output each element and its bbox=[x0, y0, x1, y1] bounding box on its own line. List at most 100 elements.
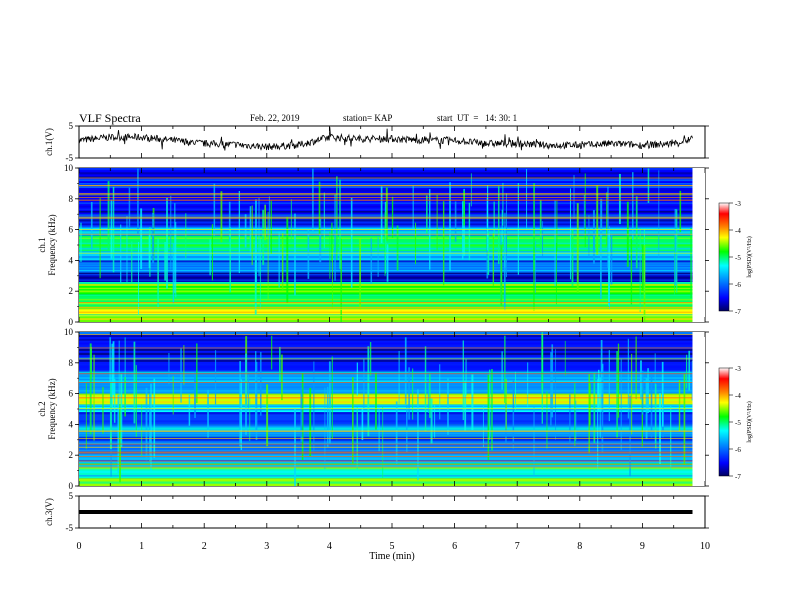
spectrogram-carrier bbox=[79, 446, 693, 448]
spectrogram-spike bbox=[454, 201, 457, 242]
spectrogram-spike bbox=[138, 241, 139, 315]
spectrogram-spike bbox=[655, 383, 657, 449]
colorbar-tick-label: -7 bbox=[735, 473, 741, 481]
spectrogram-line bbox=[79, 393, 693, 396]
spectrogram-spike bbox=[569, 394, 571, 444]
spectrogram-spike bbox=[554, 200, 556, 287]
spectrogram-carrier bbox=[79, 193, 693, 194]
spectrogram-spike bbox=[533, 406, 535, 477]
spectrogram-spike bbox=[468, 202, 471, 261]
spectrogram-spike bbox=[430, 398, 433, 444]
spectrogram-spike bbox=[323, 192, 325, 249]
y-axis-label: ch.1Frequency (kHz) bbox=[37, 214, 57, 275]
colorbar-tick-label: -4 bbox=[735, 392, 741, 400]
spectrogram-line bbox=[79, 377, 693, 379]
spectrogram-spike bbox=[137, 168, 139, 235]
spectrogram-spike bbox=[501, 209, 503, 243]
spectrogram-spike bbox=[641, 370, 644, 415]
spectrogram-spike bbox=[533, 183, 535, 272]
spectrogram-line bbox=[79, 346, 693, 348]
spectrogram-spike bbox=[339, 179, 341, 269]
spectrogram-carrier bbox=[79, 229, 693, 230]
spectrogram-spike bbox=[249, 397, 251, 442]
spectrogram-spike bbox=[517, 183, 519, 275]
spectrogram-spike bbox=[404, 337, 407, 405]
spectrogram-spike bbox=[606, 192, 608, 246]
spectrogram-spike bbox=[131, 241, 133, 284]
y-tick-label: 2 bbox=[69, 450, 74, 460]
spectrogram-line bbox=[79, 383, 693, 386]
spectrogram-spike bbox=[555, 349, 556, 440]
y-tick-label: 8 bbox=[69, 194, 74, 204]
spectrogram-line bbox=[79, 318, 693, 321]
spectrogram-spike bbox=[550, 352, 552, 426]
spectrogram-spike bbox=[597, 369, 600, 412]
spectrogram-spike bbox=[214, 350, 217, 405]
spectrogram-carrier bbox=[79, 302, 693, 303]
spectrogram-spike bbox=[542, 221, 544, 258]
spectrogram-spike bbox=[239, 361, 242, 447]
spectrogram-line bbox=[79, 294, 693, 297]
colorbar-tick-label: -3 bbox=[735, 365, 741, 373]
spectrogram-spike bbox=[270, 200, 272, 254]
spectrogram-spike bbox=[588, 215, 590, 258]
spectrogram-line bbox=[79, 298, 693, 301]
spectrogram-spike bbox=[635, 336, 637, 400]
spectrogram-spike bbox=[361, 408, 364, 441]
spectrogram-spike bbox=[326, 386, 329, 447]
spectrogram-line bbox=[79, 481, 693, 484]
spectrogram-spike bbox=[505, 193, 508, 278]
spectrogram-spike bbox=[175, 222, 177, 298]
spectrogram-spike bbox=[505, 378, 507, 430]
spectrogram-spike bbox=[334, 194, 336, 281]
spectrogram-line bbox=[79, 315, 693, 317]
y-tick-label: 5 bbox=[69, 491, 74, 501]
spectrogram-carrier bbox=[79, 177, 693, 179]
y-axis-label: ch.1(V) bbox=[44, 128, 54, 156]
spectrogram-line bbox=[79, 352, 693, 356]
spectrogram-spike bbox=[396, 225, 399, 271]
spectrogram-spike bbox=[207, 389, 209, 438]
spectrogram-band bbox=[79, 404, 693, 413]
spectrogram-line bbox=[79, 436, 693, 438]
spectrogram-spike bbox=[564, 340, 566, 376]
colorbar-tick-label: -5 bbox=[735, 254, 741, 262]
spectrogram-spike bbox=[340, 238, 342, 322]
x-tick-label: 2 bbox=[202, 541, 207, 552]
spectrogram-spike bbox=[583, 194, 585, 235]
spectrogram-spike bbox=[148, 235, 151, 269]
spectrogram-spike bbox=[359, 239, 361, 310]
x-tick-label: 10 bbox=[700, 541, 710, 552]
spectrogram-line bbox=[79, 332, 693, 335]
spectrogram-line bbox=[79, 168, 693, 171]
spectrogram-spike bbox=[497, 186, 500, 265]
spectrogram-spike bbox=[470, 173, 472, 207]
spectrogram-spike bbox=[599, 377, 601, 438]
spectrogram-spike bbox=[124, 337, 126, 414]
spectrogram-spike bbox=[600, 340, 603, 412]
spectrogram-no-data bbox=[692, 332, 705, 486]
spectrogram-spike bbox=[313, 361, 315, 452]
spectrogram-spike bbox=[617, 343, 620, 418]
y-tick-label: 6 bbox=[69, 225, 74, 235]
spectrogram-spike bbox=[487, 374, 490, 461]
spectrogram-spike bbox=[427, 381, 429, 413]
spectrogram-spike bbox=[286, 216, 289, 303]
spectrogram-spike bbox=[616, 351, 618, 438]
spectrogram-line bbox=[79, 374, 693, 376]
spectrogram-spike bbox=[180, 348, 182, 403]
ch1-spectrogram bbox=[79, 168, 705, 322]
spectrogram-line bbox=[79, 478, 693, 481]
spectrogram-spike bbox=[658, 170, 660, 258]
spectrogram-spike bbox=[152, 212, 155, 264]
spectrogram-spike bbox=[213, 183, 216, 236]
spectrogram-spike bbox=[117, 395, 119, 474]
spectrogram-spike bbox=[429, 373, 431, 418]
spectrogram-line bbox=[79, 449, 693, 451]
spectrogram-spike bbox=[417, 389, 419, 481]
spectrogram-spike bbox=[319, 218, 322, 263]
spectrogram-line bbox=[79, 389, 693, 392]
spectrogram-line bbox=[79, 183, 693, 185]
spectrogram-spike bbox=[608, 350, 610, 422]
colorbar-label: log(PSD)(V²/Hz) bbox=[746, 236, 753, 277]
